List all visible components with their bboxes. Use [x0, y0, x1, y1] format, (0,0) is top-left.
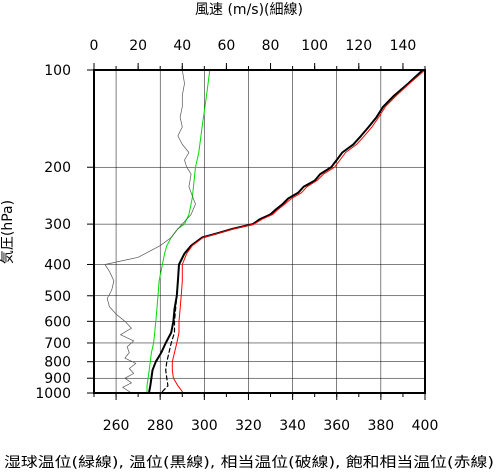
- bottom-tick-label: 260: [103, 418, 130, 434]
- bottom-tick-label: 400: [412, 418, 439, 434]
- top-tick-label: 20: [129, 38, 147, 54]
- left-tick-label: 400: [44, 257, 71, 273]
- series-line-5: [104, 69, 196, 394]
- left-tick-label: 300: [44, 217, 71, 233]
- top-tick-label: 80: [262, 38, 280, 54]
- left-tick-label: 100: [44, 63, 71, 79]
- series-line-2: [148, 69, 424, 393]
- bottom-tick-label: 380: [367, 418, 394, 434]
- series-layer: [104, 69, 426, 394]
- plot-frame: [93, 69, 426, 394]
- left-tick-label: 1000: [35, 386, 71, 402]
- axis-ticks: [87, 63, 426, 400]
- top-axis-title: 風速 (m/s)(細線): [195, 2, 303, 18]
- top-tick-label: 120: [345, 38, 372, 54]
- bottom-tick-label: 280: [147, 418, 174, 434]
- bottom-tick-label: 320: [235, 418, 262, 434]
- left-tick-label: 900: [44, 371, 71, 387]
- series-line-4: [171, 69, 426, 393]
- left-tick-label: 700: [44, 336, 71, 352]
- top-tick-label: 0: [90, 38, 99, 54]
- left-tick-label: 200: [44, 160, 71, 176]
- top-tick-label: 100: [301, 38, 328, 54]
- left-tick-label: 500: [44, 289, 71, 305]
- bottom-tick-label: 300: [191, 418, 218, 434]
- left-tick-label: 600: [44, 314, 71, 330]
- tick-labels: 260 280 300 320 340 360 380 400 0 20 40 60 80 100 120 1…: [35, 38, 438, 434]
- bottom-tick-label: 340: [279, 418, 306, 434]
- top-tick-label: 60: [217, 38, 235, 54]
- bottom-tick-label: 360: [323, 418, 350, 434]
- top-tick-label: 140: [390, 38, 417, 54]
- bottom-axis-title: 湿球温位(緑線), 温位(黒線), 相当温位(破線), 飽和相当温位(赤線): [4, 454, 494, 471]
- series-line-1: [146, 69, 211, 394]
- left-tick-label: 800: [44, 355, 71, 371]
- left-axis-title: 気圧(hPa): [0, 200, 16, 264]
- series-line-3: [161, 295, 178, 393]
- top-tick-label: 40: [173, 38, 191, 54]
